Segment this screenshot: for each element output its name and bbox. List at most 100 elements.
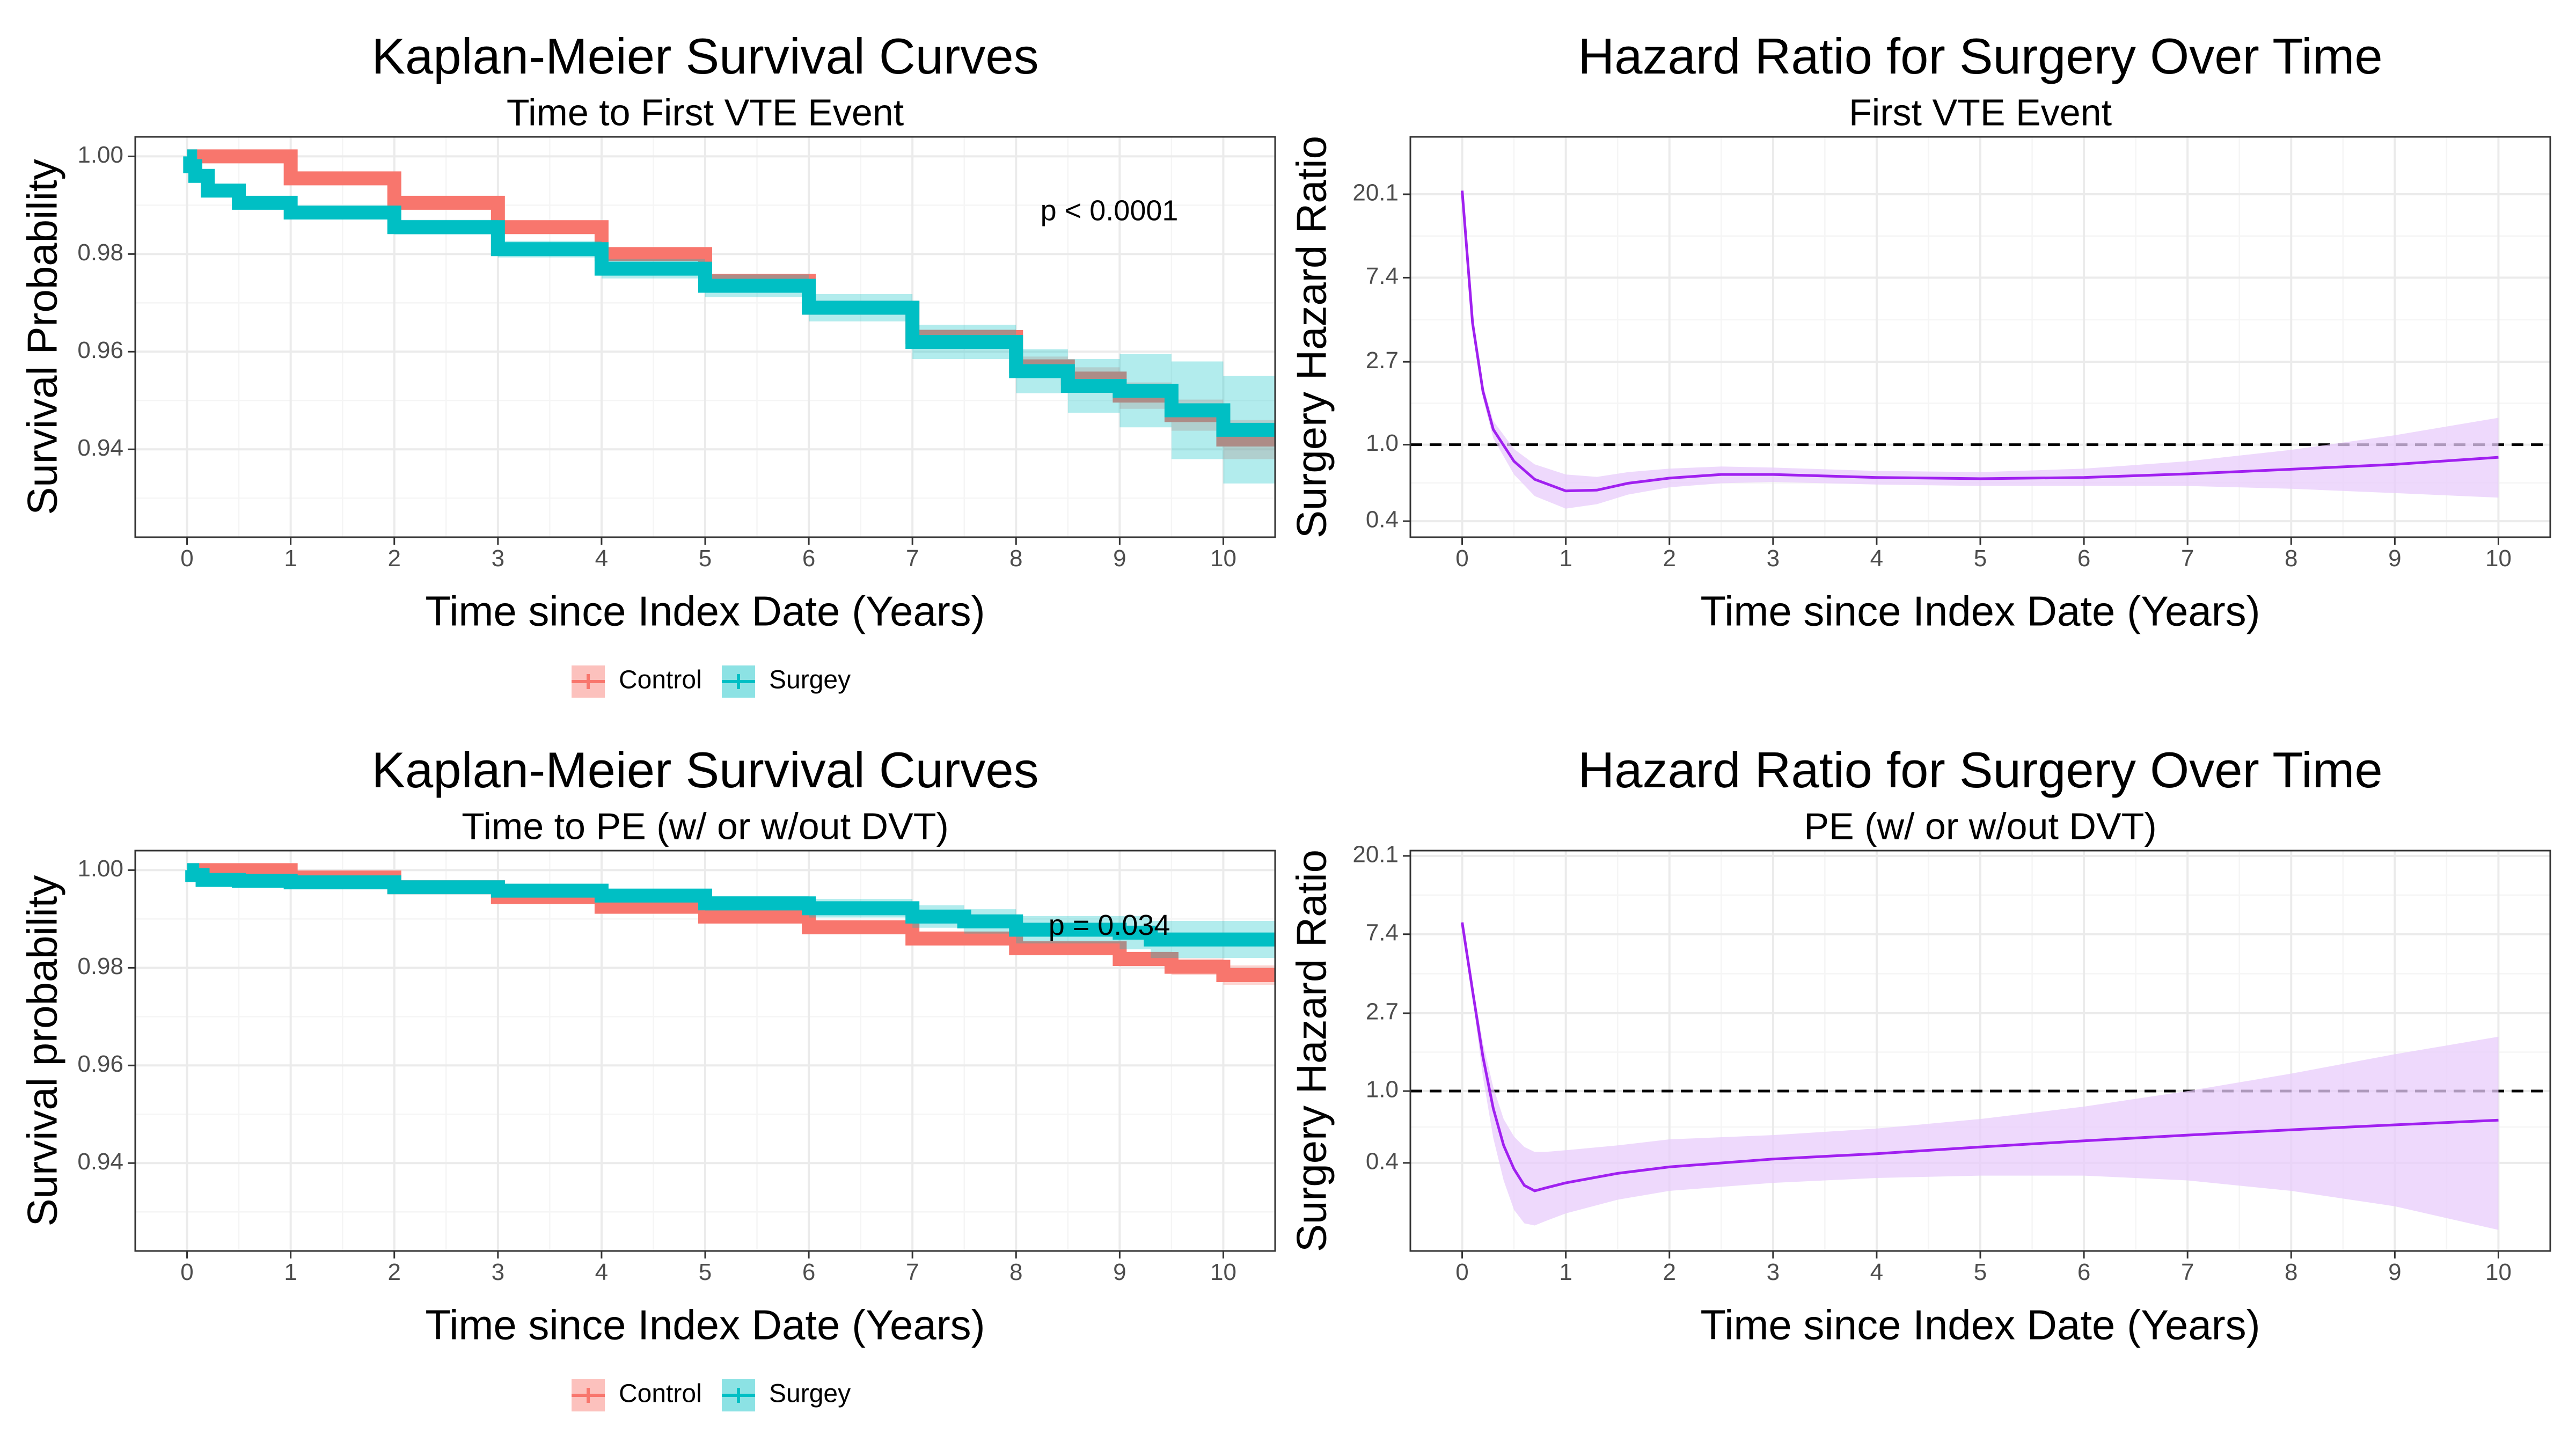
hazard-confidence-band xyxy=(1462,922,2499,1230)
legend-label-surgey: Surgey xyxy=(769,1380,851,1408)
legend-label-control: Control xyxy=(619,666,702,694)
x-tick-label: 5 xyxy=(1974,545,1987,572)
y-tick-label: 0.96 xyxy=(77,1051,123,1077)
y-tick-label: 1.00 xyxy=(77,142,123,168)
km-curve-surgey xyxy=(185,863,1275,947)
y-tick-label: 0.94 xyxy=(77,1148,123,1175)
x-tick-label: 9 xyxy=(2388,1259,2401,1285)
x-axis-title: Time since Index Date (Years) xyxy=(1700,588,2260,635)
y-tick-label: 2.7 xyxy=(1366,999,1399,1025)
x-tick-label: 6 xyxy=(802,1259,815,1285)
x-tick-label: 4 xyxy=(595,1259,608,1285)
y-tick-label: 0.98 xyxy=(77,953,123,979)
p-value-annotation: p = 0.034 xyxy=(1049,909,1170,941)
chart-subtitle: Time to First VTE Event xyxy=(507,91,904,133)
x-tick-label: 2 xyxy=(1663,545,1675,572)
chart-subtitle: PE (w/ or w/out DVT) xyxy=(1804,805,2156,847)
x-tick-label: 2 xyxy=(1663,1259,1675,1285)
chart-panel-4: Hazard Ratio for Surgery Over Time PE (w/… xyxy=(1288,742,2551,1349)
chart-subtitle: First VTE Event xyxy=(1849,91,2112,133)
x-tick-label: 10 xyxy=(1210,1259,1236,1285)
legend-label-control: Control xyxy=(619,1380,702,1408)
x-tick-label: 10 xyxy=(2485,1259,2512,1285)
y-tick-label: 20.1 xyxy=(1352,180,1399,206)
y-axis-title: Survival probability xyxy=(19,875,66,1227)
x-tick-label: 3 xyxy=(492,1259,504,1285)
x-tick-label: 9 xyxy=(2388,545,2401,572)
x-tick-label: 1 xyxy=(284,1259,297,1285)
plot-area xyxy=(183,149,1275,484)
x-tick-label: 6 xyxy=(2077,545,2090,572)
legend-label-surgey: Surgey xyxy=(769,666,851,694)
chart-panel-3: Kaplan-Meier Survival Curves Time to PE (… xyxy=(19,742,1276,1411)
x-tick-label: 0 xyxy=(1455,1259,1468,1285)
y-tick-label: 0.96 xyxy=(77,337,123,363)
x-tick-label: 1 xyxy=(284,545,297,572)
km-curve-surgey xyxy=(183,149,1275,437)
plot-area xyxy=(1410,191,2550,509)
x-axis-title: Time since Index Date (Years) xyxy=(1700,1301,2260,1349)
x-tick-label: 9 xyxy=(1113,1259,1126,1285)
x-tick-label: 4 xyxy=(595,545,608,572)
x-tick-label: 3 xyxy=(1767,545,1780,572)
x-tick-label: 4 xyxy=(1870,545,1883,572)
x-tick-label: 7 xyxy=(906,545,919,572)
p-value-annotation: p < 0.0001 xyxy=(1041,194,1179,226)
y-axis-title: Surgery Hazard Ratio xyxy=(1288,136,1335,538)
x-tick-label: 4 xyxy=(1870,1259,1883,1285)
x-tick-label: 1 xyxy=(1559,545,1572,572)
x-tick-label: 3 xyxy=(1767,1259,1780,1285)
x-tick-label: 10 xyxy=(1210,545,1236,572)
x-tick-label: 7 xyxy=(2181,1259,2194,1285)
hazard-ratio-line xyxy=(1461,922,2499,1192)
chart-panel-1: Kaplan-Meier Survival Curves Time to Firs… xyxy=(19,28,1276,698)
x-tick-label: 8 xyxy=(1009,545,1022,572)
y-axis-title: Survival Probability xyxy=(19,159,66,515)
x-tick-label: 0 xyxy=(1455,545,1468,572)
x-axis-title: Time since Index Date (Years) xyxy=(425,588,985,635)
x-tick-label: 0 xyxy=(180,545,193,572)
x-tick-label: 5 xyxy=(1974,1259,1987,1285)
y-tick-label: 1.0 xyxy=(1366,430,1399,456)
chart-title: Kaplan-Meier Survival Curves xyxy=(371,28,1038,84)
x-tick-label: 8 xyxy=(1009,1259,1022,1285)
y-tick-label: 0.94 xyxy=(77,435,123,461)
chart-subtitle: Time to PE (w/ or w/out DVT) xyxy=(462,805,949,847)
legend: Control Surgey xyxy=(572,1379,851,1411)
x-tick-label: 8 xyxy=(2285,1259,2297,1285)
x-tick-label: 2 xyxy=(387,1259,400,1285)
x-tick-label: 7 xyxy=(906,1259,919,1285)
x-tick-label: 5 xyxy=(699,545,712,572)
y-tick-label: 2.7 xyxy=(1366,347,1399,374)
chart-title: Hazard Ratio for Surgery Over Time xyxy=(1578,742,2382,798)
x-tick-label: 0 xyxy=(180,1259,193,1285)
x-tick-label: 9 xyxy=(1113,545,1126,572)
y-tick-label: 20.1 xyxy=(1352,841,1399,867)
x-tick-label: 10 xyxy=(2485,545,2512,572)
y-tick-label: 0.4 xyxy=(1366,507,1399,533)
x-axis-title: Time since Index Date (Years) xyxy=(425,1301,985,1349)
x-tick-label: 8 xyxy=(2285,545,2297,572)
x-tick-label: 5 xyxy=(699,1259,712,1285)
chart-panel-2: Hazard Ratio for Surgery Over Time First … xyxy=(1288,28,2551,635)
x-tick-label: 6 xyxy=(802,545,815,572)
y-axis-title: Surgery Hazard Ratio xyxy=(1288,850,1335,1252)
x-tick-label: 7 xyxy=(2181,545,2194,572)
hazard-confidence-band xyxy=(1462,191,2499,509)
chart-title: Hazard Ratio for Surgery Over Time xyxy=(1578,28,2382,84)
legend: Control Surgey xyxy=(572,665,851,698)
x-tick-label: 6 xyxy=(2077,1259,2090,1285)
y-tick-label: 1.0 xyxy=(1366,1077,1399,1103)
y-tick-label: 7.4 xyxy=(1366,919,1399,946)
grid xyxy=(135,137,1275,537)
y-tick-label: 1.00 xyxy=(77,855,123,882)
hazard-ratio-line xyxy=(1461,191,2499,493)
plot-area xyxy=(1410,922,2550,1230)
y-tick-label: 0.98 xyxy=(77,239,123,266)
y-tick-label: 7.4 xyxy=(1366,263,1399,289)
x-tick-label: 2 xyxy=(387,545,400,572)
chart-title: Kaplan-Meier Survival Curves xyxy=(371,742,1038,798)
x-tick-label: 3 xyxy=(492,545,504,572)
plot-area xyxy=(185,863,1275,985)
